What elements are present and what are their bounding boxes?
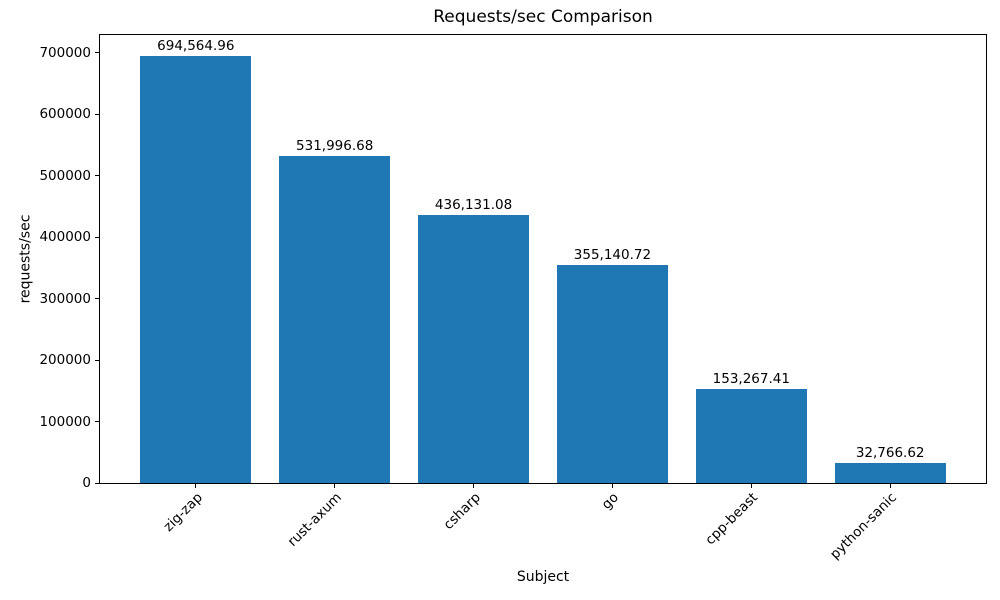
bar-rust-axum (279, 156, 391, 483)
bar-python-sanic (834, 463, 946, 483)
y-tick-label: 400000 (39, 229, 91, 246)
x-tick-mark (889, 484, 891, 488)
y-tick-label: 100000 (39, 413, 91, 430)
y-tick-mark (95, 482, 99, 484)
y-tick-label: 300000 (39, 290, 91, 307)
bar-value-label: 355,140.72 (573, 247, 652, 263)
x-axis-label: Subject (516, 569, 570, 585)
chart-title: Requests/sec Comparison (433, 7, 653, 27)
bar-value-label: 531,996.68 (296, 138, 374, 154)
y-tick-mark (95, 52, 99, 54)
y-axis-label: requests/sec (17, 214, 33, 304)
bar-value-label: 436,131.08 (434, 197, 513, 213)
bar-go (556, 265, 668, 483)
y-tick-mark (95, 113, 99, 115)
x-tick-mark (611, 484, 613, 488)
bar-zig-zap (140, 56, 252, 483)
y-tick-label: 200000 (39, 352, 91, 369)
bar-value-label: 153,267.41 (712, 371, 790, 387)
y-tick-mark (95, 359, 99, 361)
y-tick-mark (95, 175, 99, 177)
y-tick-label: 700000 (39, 44, 91, 61)
bar-value-label: 32,766.62 (855, 445, 925, 461)
y-tick-mark (95, 298, 99, 300)
bar-value-label: 694,564.96 (157, 38, 235, 54)
x-tick-mark (195, 484, 197, 488)
y-tick-mark (95, 421, 99, 423)
x-tick-mark (334, 484, 336, 488)
y-tick-label: 600000 (39, 106, 91, 123)
x-tick-mark (473, 484, 475, 488)
x-tick-mark (750, 484, 752, 488)
y-tick-mark (95, 236, 99, 238)
bar-csharp (418, 215, 530, 483)
y-tick-label: 500000 (39, 167, 91, 184)
y-tick-label: 0 (82, 475, 91, 491)
plot-area: 694,564.96 531,996.68 436,131.08 355,140.72… (99, 34, 987, 484)
bar-cpp-beast (695, 389, 807, 483)
